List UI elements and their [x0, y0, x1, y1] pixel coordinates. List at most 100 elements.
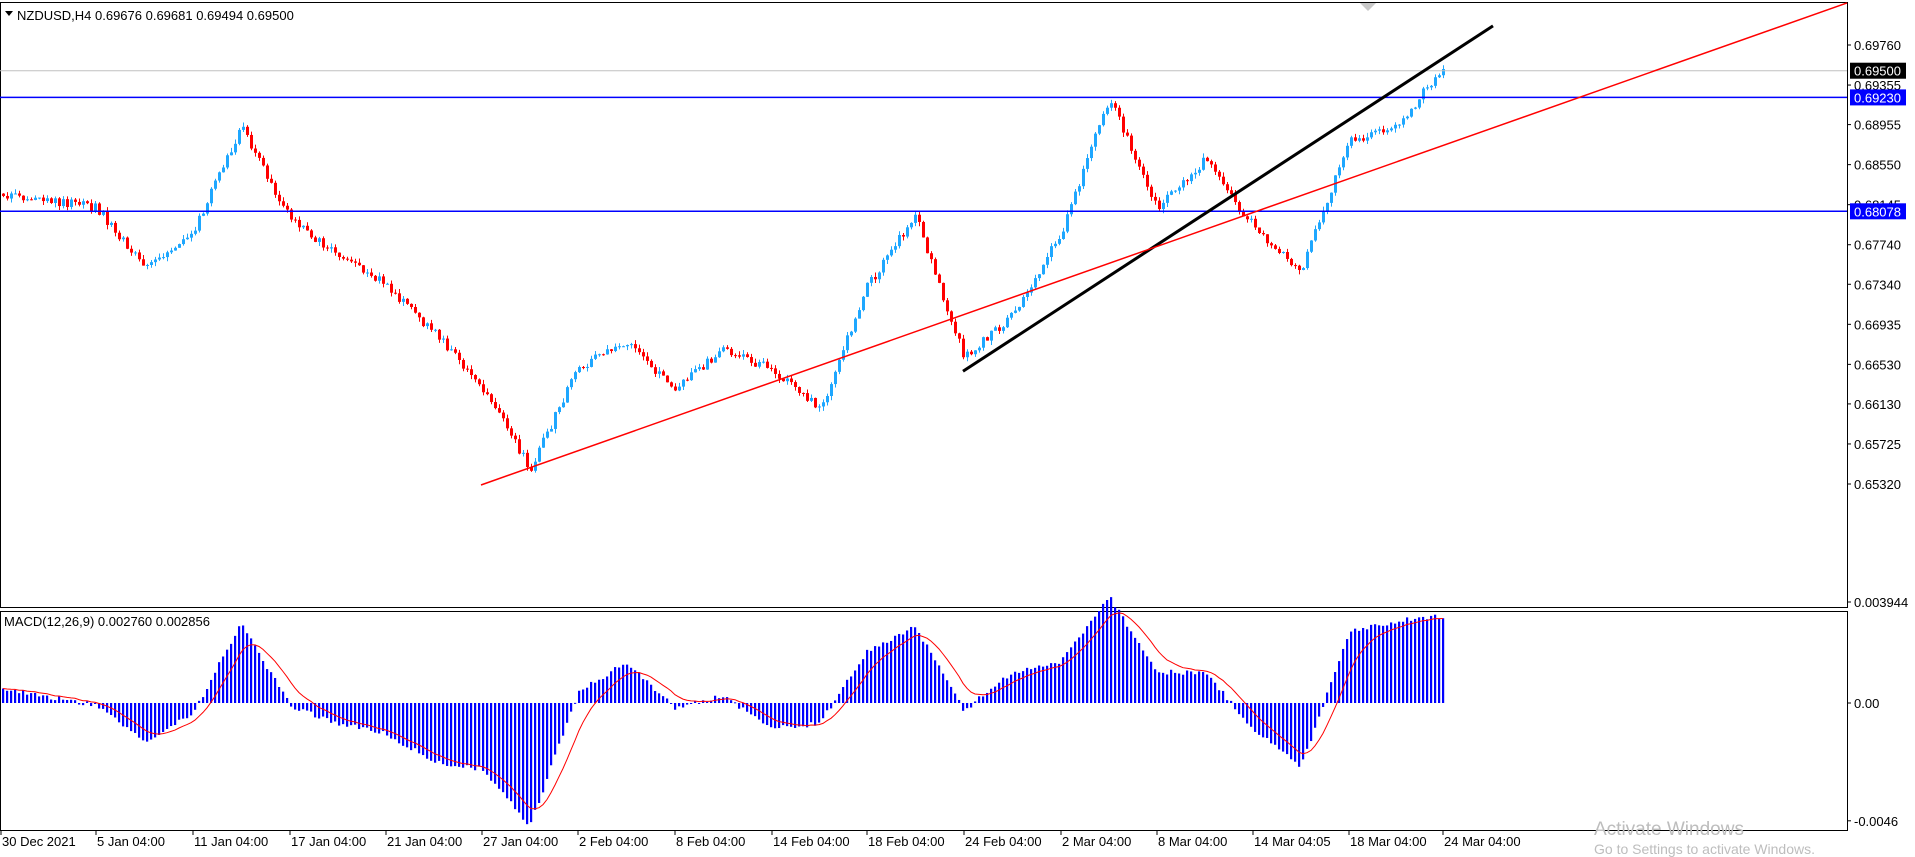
macd-bar — [342, 703, 345, 725]
macd-bar — [334, 703, 337, 722]
chart-menu-triangle-icon[interactable] — [5, 11, 13, 16]
price-tick-label: 0.66935 — [1854, 317, 1901, 332]
macd-bar — [1266, 703, 1269, 738]
macd-bar — [202, 697, 205, 703]
candle-body — [898, 234, 901, 247]
macd-bar — [1014, 671, 1017, 703]
macd-bar — [1226, 700, 1229, 703]
candle-body — [1394, 124, 1397, 129]
candle-body — [218, 172, 221, 181]
macd-bar — [274, 677, 277, 703]
candle-body — [730, 348, 733, 356]
macd-bar — [1170, 669, 1173, 703]
time-tick-label: 18 Mar 04:00 — [1350, 834, 1427, 849]
candle-body — [1410, 108, 1413, 117]
macd-bar — [218, 662, 221, 703]
macd-bar — [270, 672, 273, 703]
macd-bar — [938, 665, 941, 703]
candle-body — [134, 252, 137, 254]
macd-bar — [646, 680, 649, 703]
macd-bar — [674, 703, 677, 710]
candle-body — [990, 330, 993, 341]
macd-bar — [354, 703, 357, 725]
candle-body — [530, 467, 533, 471]
macd-bar — [890, 640, 893, 703]
candle-body — [110, 222, 113, 225]
macd-bar — [822, 703, 825, 719]
candle-body — [922, 221, 925, 238]
candle-body — [794, 382, 797, 388]
candle-body — [1122, 116, 1125, 133]
candle-body — [1354, 137, 1357, 141]
candle-body — [1138, 159, 1141, 167]
macd-bar — [38, 696, 41, 703]
candle-body — [822, 402, 825, 407]
candle-body — [1378, 129, 1381, 131]
candle-body — [182, 239, 185, 245]
macd-bar — [1230, 700, 1233, 703]
candle-body — [238, 129, 241, 144]
candle-body — [978, 347, 981, 351]
macd-bar — [362, 703, 365, 728]
candle-body — [362, 265, 365, 273]
candle-body — [1034, 278, 1037, 288]
macd-bar — [430, 703, 433, 761]
candle-body — [510, 428, 513, 436]
candle-body — [946, 300, 949, 312]
candle-body — [214, 180, 217, 189]
macd-bar — [314, 703, 317, 718]
candle-body — [1370, 132, 1373, 138]
candle-body — [306, 225, 309, 231]
macd-bar — [554, 703, 557, 755]
candle-body — [866, 282, 869, 297]
macd-bar — [1214, 682, 1217, 703]
candle-body — [1426, 87, 1429, 89]
candle-body — [858, 310, 861, 319]
macd-bar — [110, 703, 113, 716]
macd-bar — [1422, 616, 1425, 703]
candle-body — [722, 347, 725, 352]
macd-bar — [1318, 703, 1321, 717]
macd-bar — [666, 698, 669, 703]
candle-body — [718, 351, 721, 358]
candle-body — [1022, 296, 1025, 307]
black-trendline[interactable] — [962, 24, 1494, 373]
candle-body — [482, 384, 485, 393]
macd-bar — [1002, 677, 1005, 703]
macd-bar — [1378, 625, 1381, 703]
candle-body — [1202, 157, 1205, 170]
macd-bar — [1202, 671, 1205, 703]
price-tick-label: 0.67340 — [1854, 277, 1901, 292]
macd-bar — [1122, 616, 1125, 703]
macd-bar — [1126, 626, 1129, 703]
candle-body — [142, 259, 145, 266]
candle-body — [690, 372, 693, 381]
candle-body — [298, 219, 301, 228]
macd-bar — [90, 703, 93, 707]
candle-body — [266, 165, 269, 179]
candle-body — [1414, 107, 1417, 109]
candle-body — [886, 255, 889, 260]
macd-bar — [1190, 671, 1193, 703]
candle-body — [1386, 130, 1389, 133]
candle-body — [86, 201, 89, 204]
candle-body — [1266, 234, 1269, 244]
macd-bar — [26, 694, 29, 703]
candle-body — [174, 247, 177, 251]
red-trendline[interactable] — [480, 2, 1848, 486]
macd-bar — [506, 703, 509, 799]
candle-body — [574, 372, 577, 380]
macd-bar — [838, 693, 841, 703]
candle-body — [442, 338, 445, 340]
candle-body — [1322, 210, 1325, 223]
macd-bar — [358, 703, 361, 730]
candle-body — [1062, 231, 1065, 240]
candle-body — [830, 384, 833, 397]
candle-body — [2, 193, 5, 196]
macd-bar — [1022, 671, 1025, 703]
candle-body — [1110, 103, 1113, 108]
candle-body — [702, 367, 705, 370]
macd-bar — [1298, 703, 1301, 767]
macd-bar — [102, 703, 105, 709]
macd-bar — [1182, 674, 1185, 703]
